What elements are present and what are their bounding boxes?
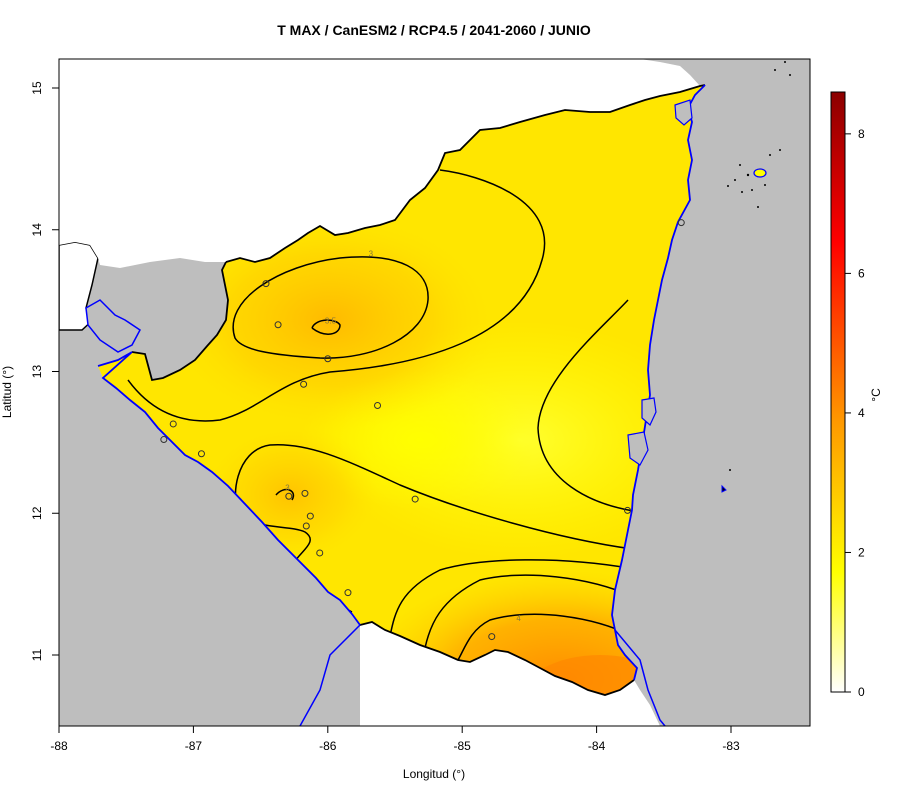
contour-2-5-north [127,169,546,422]
station-marker [301,489,309,497]
y-tick-label: 14 [30,223,44,237]
station-marker [169,420,177,428]
contour-label: 3 [285,484,290,493]
x-tick-label: -84 [588,739,606,753]
station-marker [316,549,324,557]
contour-3-north [232,256,429,359]
station-marker [302,522,310,530]
station-marker [344,589,352,597]
x-tick-label: -85 [454,739,472,753]
gulf-fonseca [85,299,141,353]
miskito-cays [727,61,791,471]
x-tick-label: -86 [319,739,337,753]
colorbar-ramp [830,91,846,693]
pacific-sea-south [300,650,360,726]
station-marker [197,450,205,458]
station-marker [324,355,332,363]
x-tick-label: -83 [722,739,740,753]
y-tick-label: 11 [30,648,44,661]
caribbean-sea-north [640,59,710,86]
station-markers [160,219,685,641]
contour-label: 4 [516,614,521,623]
border-costa-rica [359,621,635,696]
islet [721,484,727,493]
colorbar-tick-label: 6 [858,266,865,280]
y-axis: 11 12 13 14 15 [30,81,60,661]
station-marker [411,495,419,503]
contour-labels: 3 3.5 3 4 [285,250,521,623]
colorbar: °C 0 2 4 6 8 [830,91,883,699]
x-axis-label: Longitud (°) [403,767,465,781]
pacific-coast-south [299,624,361,726]
contour-label: 3 [369,250,374,259]
station-marker [300,380,308,388]
lagoon-pearl [641,397,657,426]
lagoon-north [674,99,693,126]
station-marker [306,512,314,520]
station-marker [677,219,685,227]
colorbar-unit: °C [869,388,883,402]
station-marker [274,321,282,329]
contour-3-5-south [424,574,641,649]
station-marker [285,492,293,500]
y-tick-label: 15 [30,81,44,95]
contour-label: 3.5 [325,316,337,325]
contour-2-east [537,299,641,513]
contour-3-west [275,488,295,501]
corn-island [753,168,767,178]
y-tick-label: 13 [30,365,44,379]
contour-lines [127,169,641,661]
caribbean-coastline [611,84,706,681]
colorbar-tick-label: 0 [858,685,865,699]
border-honduras [225,84,706,263]
contour-3-south [389,559,641,637]
x-tick-label: -87 [185,739,203,753]
station-marker [160,436,168,444]
colorbar-tick-label: 2 [858,545,865,559]
colorbar-tick-label: 8 [858,127,865,141]
contour-4-south [457,613,641,661]
x-tick-label: -88 [50,739,68,753]
map-title: T MAX / CanESM2 / RCP4.5 / 2041-2060 / J… [277,22,591,38]
station-marker [374,402,382,410]
station-marker [262,280,270,288]
station-marker [624,506,632,514]
costa-rica-land [355,622,660,726]
costa-rica-caribbean-coast [614,629,666,726]
station-marker [488,633,496,641]
plot-area: 3 3.5 3 4 [59,59,810,726]
y-axis-label: Latitud (°) [0,366,14,418]
honduras-land [59,59,700,268]
border-west [131,261,229,382]
contour-3-5 [311,319,341,335]
lagoon-bluefields [627,431,649,466]
y-tick-label: 12 [30,506,44,520]
pacific-coastline [97,351,361,626]
colorbar-tick-label: 4 [858,406,865,420]
x-axis: -88 -87 -86 -85 -84 -83 [50,725,740,753]
